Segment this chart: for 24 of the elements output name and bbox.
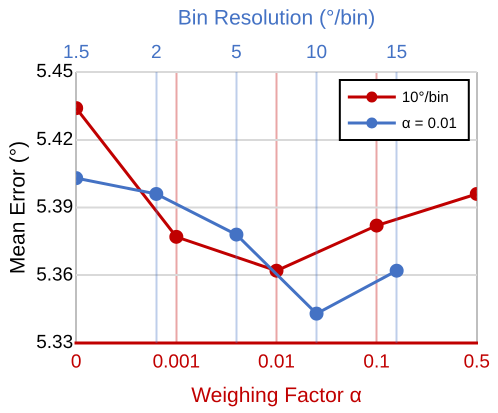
- x-tick-label: 0.1: [363, 352, 390, 373]
- x-axis-title: Bin Resolution (°/bin): [178, 6, 376, 30]
- x-tick-label: 0: [70, 352, 82, 373]
- x-tick-label: 0.5: [464, 352, 490, 373]
- legend-label: 10°/bin: [402, 89, 449, 106]
- x-tick-label: 0.001: [152, 352, 200, 373]
- point: [149, 186, 164, 201]
- x-tick-label: 5: [231, 42, 242, 63]
- x-tick-label: 1.5: [62, 42, 90, 63]
- x-tick-label: 0.01: [258, 352, 295, 373]
- y-tick-label: 5.42: [36, 128, 74, 150]
- point: [390, 264, 404, 278]
- point: [310, 306, 324, 321]
- x-tick-label: 2: [151, 42, 162, 63]
- x-tick-label: 10: [306, 42, 328, 63]
- y-tick-label: 5.45: [36, 61, 74, 82]
- y-tick-label: 5.33: [36, 332, 74, 354]
- point: [229, 228, 244, 242]
- y-tick-label: 5.36: [36, 264, 74, 286]
- x-axis-title: Weighing Factor α: [191, 384, 362, 408]
- x-tick-label: 15: [386, 42, 408, 63]
- y-tick-label: 5.39: [36, 196, 74, 218]
- legend-label: α = 0.01: [402, 115, 457, 132]
- y-axis-title: Mean Error (°): [6, 140, 30, 274]
